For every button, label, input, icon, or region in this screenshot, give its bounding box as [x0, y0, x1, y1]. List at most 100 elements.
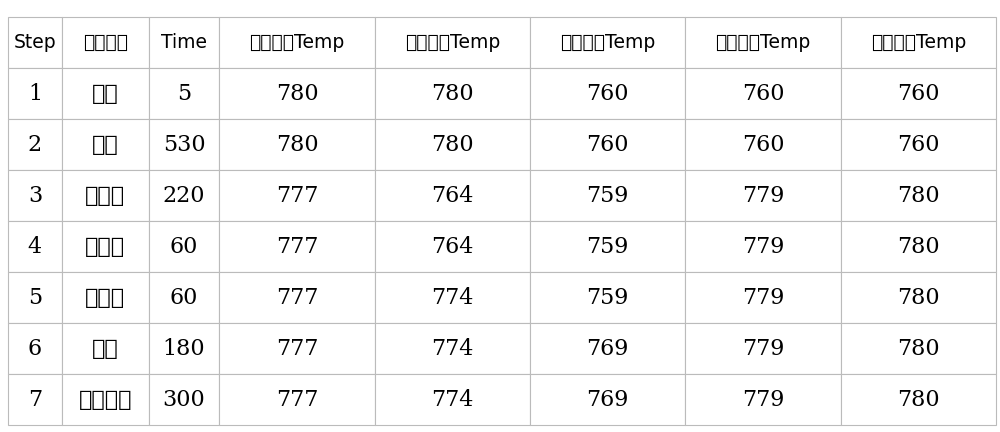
Bar [530, 170, 685, 221]
Text: 779: 779 [742, 338, 784, 359]
Text: 769: 769 [586, 338, 629, 359]
Text: 升温三: 升温三 [85, 287, 125, 308]
Text: 第一温区Temp: 第一温区Temp [249, 33, 345, 52]
Text: 2: 2 [28, 134, 42, 156]
Bar [841, 170, 996, 221]
Bar [530, 221, 685, 272]
Text: 220: 220 [163, 185, 205, 206]
Bar [62, 170, 149, 221]
Text: 780: 780 [897, 389, 940, 410]
Bar [375, 272, 530, 323]
Text: 300: 300 [163, 389, 205, 410]
Text: Step: Step [14, 33, 56, 52]
Bar [841, 68, 996, 119]
Bar [62, 221, 149, 272]
Text: 760: 760 [586, 83, 629, 105]
Text: 780: 780 [897, 338, 940, 359]
Bar [375, 221, 530, 272]
Bar [149, 170, 219, 221]
Bar [530, 17, 685, 68]
Text: 760: 760 [897, 134, 940, 156]
Bar [62, 17, 149, 68]
Text: 779: 779 [742, 287, 784, 308]
Text: 升温二: 升温二 [85, 236, 125, 257]
Text: 759: 759 [586, 236, 629, 257]
Bar [685, 323, 841, 374]
Text: 764: 764 [431, 236, 473, 257]
Bar [149, 68, 219, 119]
Text: 779: 779 [742, 185, 784, 206]
Bar [219, 374, 375, 425]
Text: 第四温区Temp: 第四温区Temp [715, 33, 811, 52]
Text: 774: 774 [431, 338, 473, 359]
Text: 1: 1 [28, 83, 42, 105]
Text: 5: 5 [28, 287, 42, 308]
Bar [685, 221, 841, 272]
Text: 780: 780 [276, 134, 318, 156]
Bar [375, 170, 530, 221]
Bar [530, 272, 685, 323]
Bar [375, 323, 530, 374]
Bar [685, 272, 841, 323]
Text: 7: 7 [28, 389, 42, 410]
Text: Time: Time [161, 33, 207, 52]
Text: 开始: 开始 [92, 83, 119, 105]
Text: 180: 180 [163, 338, 205, 359]
Text: 760: 760 [742, 134, 784, 156]
Bar [219, 221, 375, 272]
Bar [841, 323, 996, 374]
Text: 760: 760 [742, 83, 784, 105]
Text: 60: 60 [170, 236, 198, 257]
Bar [530, 374, 685, 425]
Bar [8, 221, 62, 272]
Text: 780: 780 [431, 83, 474, 105]
Bar [8, 272, 62, 323]
Bar [530, 68, 685, 119]
Text: 769: 769 [586, 389, 629, 410]
Bar [8, 374, 62, 425]
Bar [219, 170, 375, 221]
Bar [841, 17, 996, 68]
Bar [375, 119, 530, 170]
Bar [685, 119, 841, 170]
Bar [375, 374, 530, 425]
Text: 777: 777 [276, 287, 318, 308]
Text: 第三温区Temp: 第三温区Temp [560, 33, 655, 52]
Bar [219, 323, 375, 374]
Text: 步骤名称: 步骤名称 [83, 33, 128, 52]
Bar [149, 17, 219, 68]
Text: 777: 777 [276, 185, 318, 206]
Bar [841, 272, 996, 323]
Bar [219, 272, 375, 323]
Bar [841, 119, 996, 170]
Bar [685, 68, 841, 119]
Bar [8, 170, 62, 221]
Bar [62, 374, 149, 425]
Text: 759: 759 [586, 185, 629, 206]
Text: 780: 780 [897, 236, 940, 257]
Text: 4: 4 [28, 236, 42, 257]
Text: 759: 759 [586, 287, 629, 308]
Bar [375, 17, 530, 68]
Text: 777: 777 [276, 338, 318, 359]
Text: 60: 60 [170, 287, 198, 308]
Text: 第二温区Temp: 第二温区Temp [405, 33, 500, 52]
Text: 774: 774 [431, 389, 473, 410]
Bar [8, 68, 62, 119]
Bar [219, 119, 375, 170]
Bar [62, 119, 149, 170]
Text: 777: 777 [276, 236, 318, 257]
Text: 764: 764 [431, 185, 473, 206]
Bar [219, 17, 375, 68]
Bar [62, 272, 149, 323]
Text: 升温一: 升温一 [85, 185, 125, 206]
Text: 5: 5 [177, 83, 191, 105]
Text: 777: 777 [276, 389, 318, 410]
Bar [62, 68, 149, 119]
Bar [149, 221, 219, 272]
Text: 6: 6 [28, 338, 42, 359]
Bar [8, 119, 62, 170]
Text: 进舟: 进舟 [92, 134, 119, 156]
Text: 760: 760 [897, 83, 940, 105]
Bar [841, 221, 996, 272]
